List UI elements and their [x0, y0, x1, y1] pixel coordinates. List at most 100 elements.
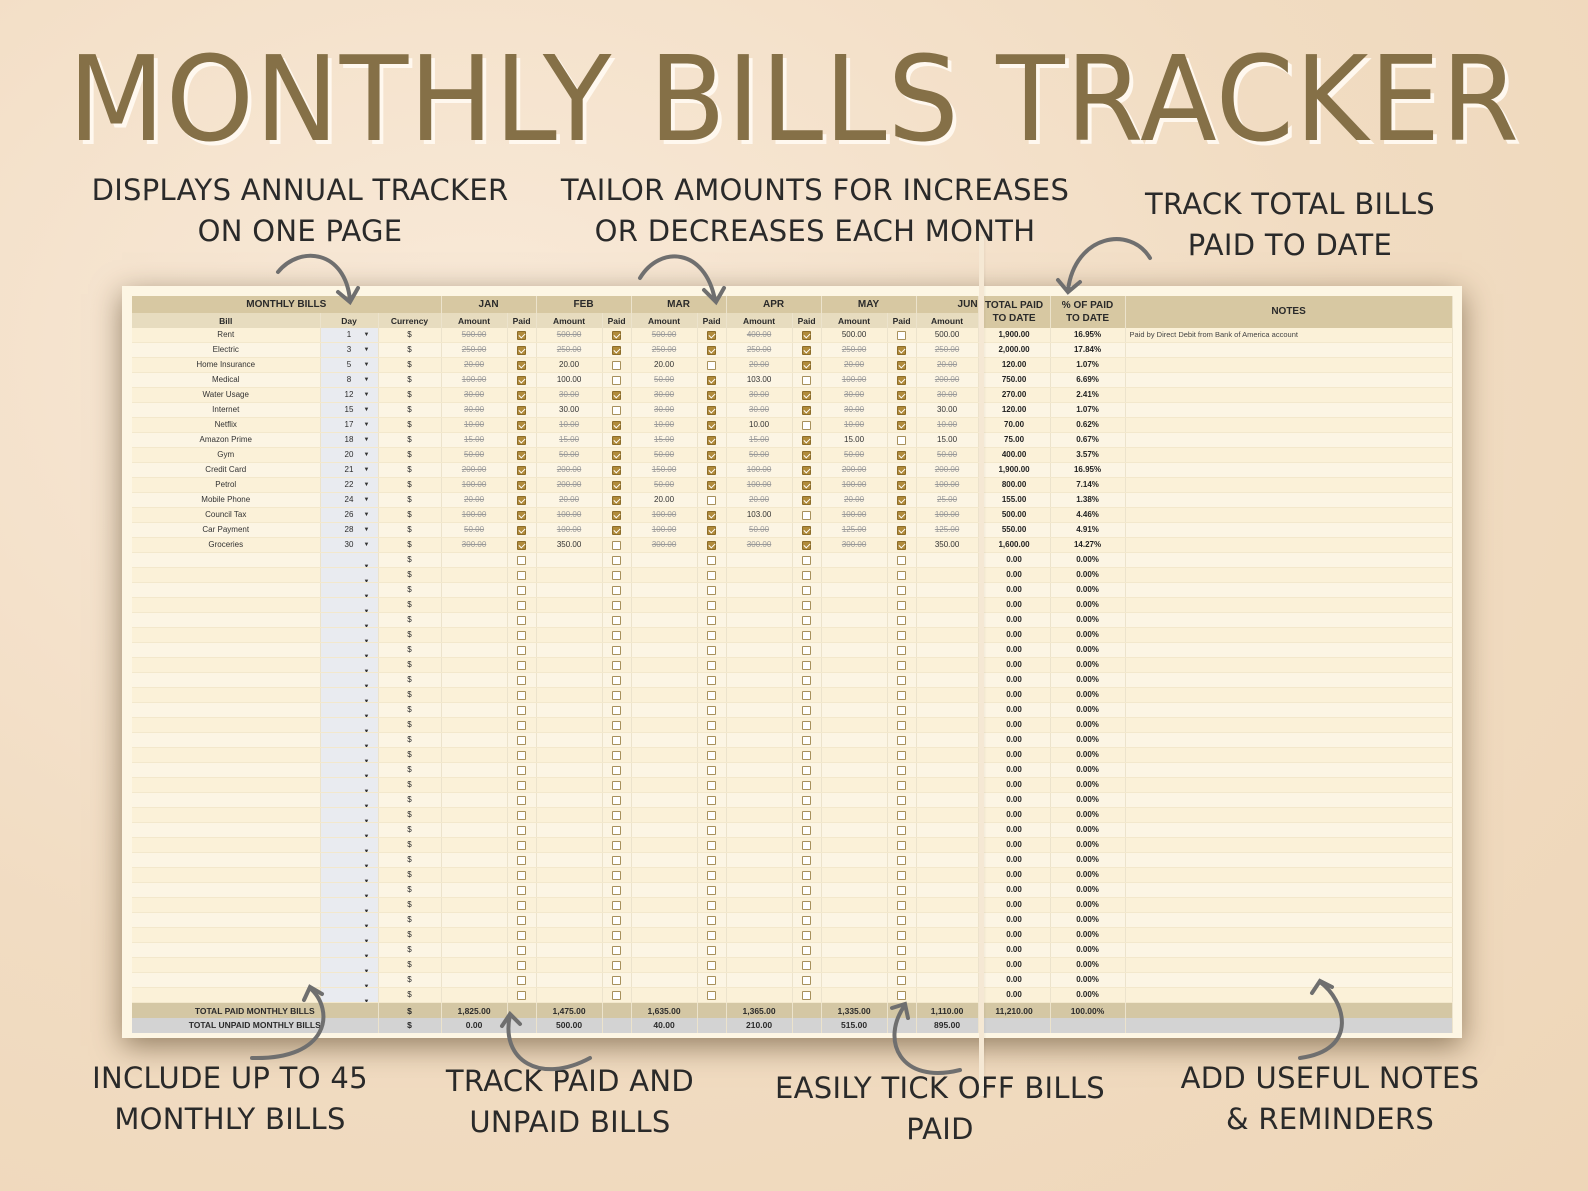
amount-cell[interactable]	[916, 942, 979, 959]
paid-checkbox-cell[interactable]	[507, 732, 537, 749]
unchecked-checkbox-icon[interactable]	[612, 690, 622, 700]
amount-cell[interactable]	[821, 672, 888, 689]
unchecked-checkbox-icon[interactable]	[517, 615, 527, 625]
notes-cell[interactable]	[1125, 477, 1453, 494]
amount-cell[interactable]: 10.00	[536, 417, 603, 434]
amount-cell[interactable]	[821, 912, 888, 929]
amount-cell[interactable]	[726, 597, 793, 614]
unchecked-checkbox-icon[interactable]	[517, 900, 527, 910]
paid-checkbox-cell[interactable]	[887, 897, 917, 914]
unchecked-checkbox-icon[interactable]	[517, 750, 527, 760]
amount-cell[interactable]: 30.00	[726, 402, 793, 419]
amount-cell[interactable]	[821, 807, 888, 824]
paid-checkbox-cell[interactable]	[887, 837, 917, 854]
paid-checkbox-cell[interactable]	[507, 507, 537, 524]
amount-cell[interactable]	[821, 762, 888, 779]
amount-cell[interactable]	[631, 852, 698, 869]
amount-cell[interactable]: 10.00	[441, 417, 508, 434]
amount-cell[interactable]: 25.00	[916, 492, 979, 509]
unchecked-checkbox-icon[interactable]	[897, 330, 907, 340]
paid-checkbox-cell[interactable]	[602, 672, 632, 689]
amount-cell[interactable]: 30.00	[536, 402, 603, 419]
paid-checkbox-cell[interactable]	[792, 852, 822, 869]
unchecked-checkbox-icon[interactable]	[802, 510, 812, 520]
unchecked-checkbox-icon[interactable]	[897, 555, 907, 565]
day-dropdown[interactable]: ▼	[320, 687, 379, 704]
amount-cell[interactable]: 500.00	[821, 328, 888, 344]
unchecked-checkbox-icon[interactable]	[707, 555, 717, 565]
paid-checkbox-cell[interactable]	[602, 612, 632, 629]
notes-cell[interactable]	[1125, 942, 1453, 959]
checked-checkbox-icon[interactable]	[707, 345, 717, 355]
paid-checkbox-cell[interactable]	[602, 372, 632, 389]
amount-cell[interactable]	[441, 882, 508, 899]
amount-cell[interactable]: 400.00	[726, 328, 793, 344]
unchecked-checkbox-icon[interactable]	[707, 570, 717, 580]
amount-cell[interactable]: 10.00	[726, 417, 793, 434]
chevron-down-icon[interactable]: ▼	[363, 497, 370, 504]
unchecked-checkbox-icon[interactable]	[517, 705, 527, 715]
paid-checkbox-cell[interactable]	[697, 972, 727, 989]
amount-cell[interactable]: 50.00	[441, 522, 508, 539]
amount-cell[interactable]	[536, 582, 603, 599]
amount-cell[interactable]	[536, 972, 603, 989]
amount-cell[interactable]	[631, 717, 698, 734]
chevron-down-icon[interactable]: ▼	[363, 437, 370, 444]
paid-checkbox-cell[interactable]	[792, 927, 822, 944]
checked-checkbox-icon[interactable]	[802, 360, 812, 370]
unchecked-checkbox-icon[interactable]	[707, 615, 717, 625]
amount-cell[interactable]: 10.00	[821, 417, 888, 434]
amount-cell[interactable]	[441, 567, 508, 584]
paid-checkbox-cell[interactable]	[887, 432, 917, 449]
paid-checkbox-cell[interactable]	[697, 597, 727, 614]
unchecked-checkbox-icon[interactable]	[707, 945, 717, 955]
currency-cell[interactable]: $	[378, 387, 442, 404]
amount-cell[interactable]	[631, 972, 698, 989]
chevron-down-icon[interactable]: ▼	[363, 699, 370, 703]
paid-checkbox-cell[interactable]	[602, 357, 632, 374]
amount-cell[interactable]	[631, 897, 698, 914]
unchecked-checkbox-icon[interactable]	[802, 585, 812, 595]
checked-checkbox-icon[interactable]	[517, 525, 527, 535]
paid-checkbox-cell[interactable]	[602, 807, 632, 824]
paid-checkbox-cell[interactable]	[507, 852, 537, 869]
paid-checkbox-cell[interactable]	[507, 522, 537, 539]
paid-checkbox-cell[interactable]	[507, 627, 537, 644]
bill-name[interactable]	[132, 852, 321, 869]
unchecked-checkbox-icon[interactable]	[517, 795, 527, 805]
amount-cell[interactable]	[726, 732, 793, 749]
paid-checkbox-cell[interactable]	[697, 328, 727, 344]
amount-cell[interactable]	[631, 987, 698, 1004]
bill-name[interactable]: Credit Card	[132, 462, 321, 479]
paid-checkbox-cell[interactable]	[507, 747, 537, 764]
unchecked-checkbox-icon[interactable]	[802, 795, 812, 805]
amount-cell[interactable]	[916, 717, 979, 734]
amount-cell[interactable]	[441, 867, 508, 884]
bill-name[interactable]	[132, 672, 321, 689]
notes-cell[interactable]	[1125, 882, 1453, 899]
paid-checkbox-cell[interactable]	[507, 342, 537, 359]
paid-checkbox-cell[interactable]	[887, 522, 917, 539]
unchecked-checkbox-icon[interactable]	[802, 645, 812, 655]
currency-cell[interactable]: $	[378, 942, 442, 959]
paid-checkbox-cell[interactable]	[602, 762, 632, 779]
amount-cell[interactable]	[916, 567, 979, 584]
amount-cell[interactable]: 500.00	[916, 328, 979, 344]
bill-name[interactable]	[132, 732, 321, 749]
notes-cell[interactable]	[1125, 507, 1453, 524]
day-dropdown[interactable]: 24 ▼	[320, 492, 379, 509]
paid-checkbox-cell[interactable]	[697, 372, 727, 389]
paid-checkbox-cell[interactable]	[792, 987, 822, 1004]
checked-checkbox-icon[interactable]	[612, 420, 622, 430]
amount-cell[interactable]: 100.00	[916, 507, 979, 524]
unchecked-checkbox-icon[interactable]	[517, 870, 527, 880]
bill-name[interactable]	[132, 657, 321, 674]
paid-checkbox-cell[interactable]	[697, 987, 727, 1004]
amount-cell[interactable]	[631, 597, 698, 614]
amount-cell[interactable]: 150.00	[631, 462, 698, 479]
checked-checkbox-icon[interactable]	[517, 375, 527, 385]
amount-cell[interactable]	[821, 702, 888, 719]
paid-checkbox-cell[interactable]	[602, 747, 632, 764]
amount-cell[interactable]	[821, 642, 888, 659]
bill-name[interactable]	[132, 717, 321, 734]
